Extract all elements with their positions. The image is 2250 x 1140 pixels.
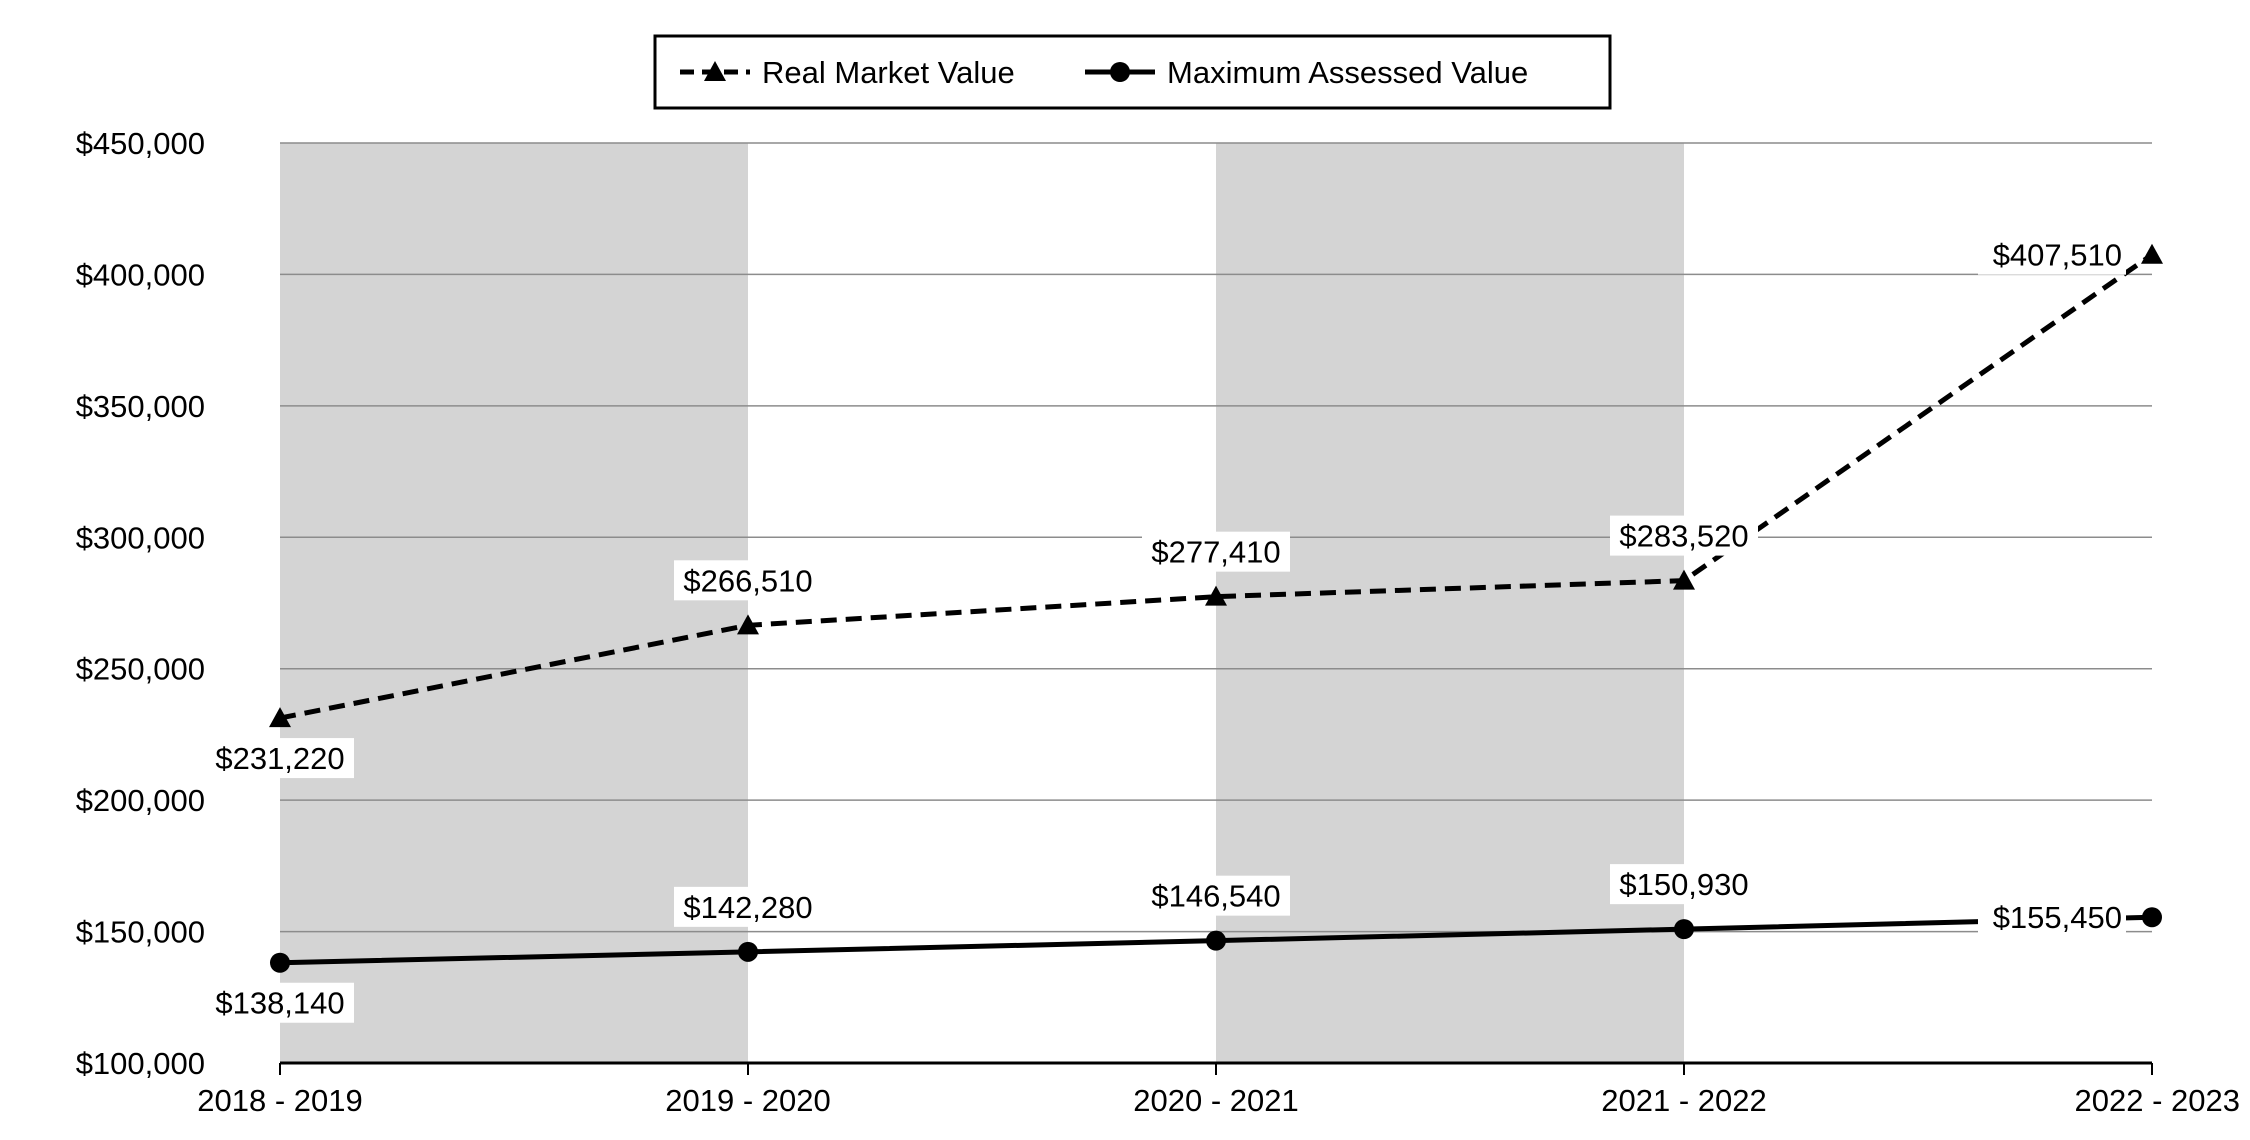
series-0 [269,243,2163,728]
triangle-marker [737,614,759,635]
data-label: $266,510 [683,563,812,598]
y-tick-label: $100,000 [76,1046,205,1081]
band-0 [280,143,748,1063]
legend: Real Market Value Maximum Assessed Value [653,34,1612,110]
x-tick-label: 2018 - 2019 [197,1083,362,1118]
circle-marker [270,952,290,973]
circle-marker [2142,907,2162,928]
data-label-bg [1978,234,2126,275]
x-tick-label: 2022 - 2023 [2075,1083,2240,1118]
x-tick-label: 2021 - 2022 [1601,1083,1766,1118]
triangle-marker [269,707,291,728]
triangle-marker [1673,569,1695,590]
data-label: $146,540 [1151,879,1280,914]
y-tick-label: $400,000 [76,257,205,292]
data-label-bg [674,886,822,927]
y-tick-label: $150,000 [76,915,205,950]
data-label-bg [1610,864,1758,905]
axes: $100,000 $150,000 $200,000 $250,000 $300,000… [76,126,2240,1118]
data-label: $150,930 [1619,867,1748,902]
series-line [279,252,2154,721]
alternating-bands [280,143,1684,1063]
data-label-bg [674,560,822,601]
triangle-marker [1205,585,1227,606]
data-label: $138,140 [215,986,344,1021]
x-tick-label: 2019 - 2020 [665,1083,830,1118]
legend-box [653,34,1612,110]
data-label: $142,280 [683,890,812,925]
legend-circle-icon [1110,62,1130,82]
series-lines [269,243,2163,973]
series-1 [270,907,2162,973]
circle-marker [738,941,758,962]
y-tick-label: $250,000 [76,652,205,687]
data-labels: $231,220 $266,510 $277,410 $283,520 $407,510… [206,234,2126,1023]
band-2 [1216,143,1684,1063]
data-label-bg [1610,515,1758,556]
data-label-bg [1142,531,1290,572]
legend-triangle-icon [704,61,726,81]
data-label: $407,510 [1993,238,2122,273]
y-tick-label: $200,000 [76,783,205,818]
x-tick-label: 2020 - 2021 [1133,1083,1298,1118]
data-label-bg [206,982,354,1023]
data-label: $283,520 [1619,519,1748,554]
triangle-marker [2141,243,2163,264]
data-label-bg [206,738,354,779]
legend-label: Maximum Assessed Value [1167,55,1528,90]
circle-marker [1206,930,1226,951]
data-label-bg [1978,897,2126,938]
y-tick-label: $450,000 [76,126,205,161]
circle-marker [1674,919,1694,940]
data-label: $231,220 [215,741,344,776]
data-label: $277,410 [1151,535,1280,570]
y-tick-label: $350,000 [76,389,205,424]
data-label-bg [1142,875,1290,916]
legend-label: Real Market Value [762,55,1015,90]
y-tick-label: $300,000 [76,520,205,555]
grid-lines [280,142,2152,933]
data-label: $155,450 [1993,900,2122,935]
